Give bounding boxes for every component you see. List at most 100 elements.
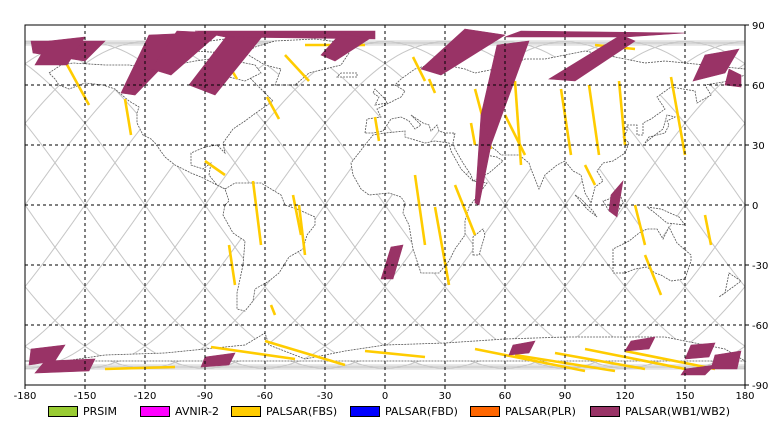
palsar-wb-swath [608, 179, 624, 218]
palsar-wb-swath [194, 30, 376, 40]
palsar-fbs-swath [413, 174, 427, 246]
palsar-fbs-swath [513, 80, 523, 166]
legend-swatch-prism [48, 405, 78, 417]
legend-label: PALSAR(PLR) [505, 404, 576, 418]
x-tick-label: 90 [559, 391, 572, 400]
legend-swatch-palsar-fbd [350, 405, 380, 417]
palsar-fbs-swath [373, 116, 381, 142]
palsar-wb-swath [684, 342, 716, 360]
coastline-south-america [222, 182, 316, 312]
palsar-fbs-swath [284, 54, 310, 82]
palsar-fbs-swath [583, 164, 597, 186]
x-axis-ticks: -180 -150 -120 -90 -60 -30 0 30 60 90 120 150 180 [14, 385, 755, 402]
legend-item-avnir: AVNIR-2 [140, 403, 219, 419]
palsar-fbs-swath [291, 194, 303, 236]
palsar-fbs-swath [433, 206, 451, 286]
x-tick-label: -120 [134, 391, 157, 400]
graticule [25, 25, 745, 385]
palsar-wb-swaths [28, 28, 742, 376]
palsar-fbs-swath [265, 96, 281, 120]
coastline-new-guinea [646, 206, 686, 226]
palsar-wb-swath [624, 336, 656, 352]
orbit-track [24, 41, 746, 369]
legend-item-palsar-fbs: PALSAR(FBS) [231, 403, 337, 419]
palsar-wb-swath [34, 36, 86, 66]
coastline-new-zealand [718, 272, 742, 298]
palsar-fbs-swath [204, 159, 226, 177]
y-axis-ticks: 90 60 30 0 -30 -60 -90 [745, 21, 768, 392]
legend: PRSIM AVNIR-2 PALSAR(FBS) PALSAR(FBD) PA… [0, 400, 770, 424]
palsar-fbs-swath [633, 204, 647, 246]
palsar-fbs-swath [123, 98, 133, 136]
legend-item-palsar-wb: PALSAR(WB1/WB2) [590, 403, 730, 419]
legend-item-prism: PRSIM [48, 403, 117, 419]
y-tick-label: 60 [752, 81, 765, 92]
palsar-wb-swath [320, 32, 370, 62]
x-tick-label: 0 [382, 391, 388, 400]
y-tick-label: 30 [752, 141, 765, 152]
palsar-wb-swath [504, 30, 686, 38]
palsar-fbs-swath [210, 345, 296, 361]
palsar-fbs-swath [587, 84, 601, 156]
legend-label: PRSIM [83, 404, 117, 418]
palsar-wb-swath [710, 350, 742, 370]
palsar-fbs-swath [703, 214, 713, 246]
x-tick-label: 30 [439, 391, 452, 400]
palsar-fbs-swath [411, 56, 427, 82]
palsar-wb-swath [508, 340, 536, 356]
coastline-sumatra [574, 194, 598, 218]
x-tick-label: 180 [735, 391, 754, 400]
palsar-wb-swath [34, 358, 96, 374]
palsar-fbs-swath [617, 80, 627, 146]
x-tick-label: -30 [317, 391, 333, 400]
x-tick-label: 150 [675, 391, 694, 400]
palsar-wb-swath [548, 34, 636, 82]
palsar-wb-swath [724, 68, 742, 88]
palsar-fbs-swath [624, 349, 716, 371]
x-tick-label: -150 [74, 391, 97, 400]
legend-label: PALSAR(WB1/WB2) [625, 404, 731, 418]
legend-item-palsar-plr: PALSAR(PLR) [470, 403, 576, 419]
palsar-fbs-swath [427, 78, 437, 94]
legend-swatch-palsar-wb [590, 405, 620, 417]
coastline-australia [612, 226, 692, 282]
map-canvas: -180 -150 -120 -90 -60 -30 0 30 60 90 120 150 180 90… [14, 21, 769, 402]
y-tick-label: -30 [752, 261, 768, 272]
palsar-fbs-swath [104, 365, 176, 371]
palsar-fbs-swath [554, 351, 646, 371]
palsar-fbs-swath [364, 349, 426, 359]
legend-swatch-palsar-plr [470, 405, 500, 417]
x-tick-label: -180 [14, 391, 37, 400]
legend-item-palsar-fbd: PALSAR(FBD) [350, 403, 458, 419]
y-tick-label: 0 [752, 201, 758, 212]
palsar-fbs-swath [297, 204, 307, 256]
palsar-wb-swath [420, 28, 506, 76]
palsar-wb-swath [692, 48, 740, 82]
x-tick-label: -60 [257, 391, 273, 400]
palsar-fbs-swath [251, 180, 263, 246]
coastline-iceland [336, 72, 358, 78]
coastline-greenland [244, 38, 350, 86]
palsar-fbs-swath [474, 347, 586, 373]
legend-swatch-avnir [140, 405, 170, 417]
y-tick-label: -60 [752, 321, 768, 332]
palsar-fbs-swath [669, 76, 687, 156]
palsar-fbs-swaths [63, 43, 716, 373]
x-tick-label: -90 [197, 391, 213, 400]
x-tick-label: 60 [499, 391, 512, 400]
palsar-wb-swath [680, 364, 716, 376]
palsar-fbs-swath [503, 114, 527, 156]
legend-label: PALSAR(FBD) [385, 404, 458, 418]
palsar-fbs-swath [264, 339, 346, 367]
legend-label: AVNIR-2 [175, 404, 219, 418]
legend-label: PALSAR(FBS) [266, 404, 338, 418]
palsar-fbs-swath [469, 122, 477, 146]
palsar-fbs-swath [584, 347, 686, 371]
y-tick-label: 90 [752, 21, 765, 32]
coastline-eurasia [364, 50, 746, 205]
coastline-japan [644, 114, 677, 144]
palsar-fbs-swath [453, 184, 477, 236]
coastline-madagascar [472, 228, 486, 256]
x-tick-label: 120 [615, 391, 634, 400]
